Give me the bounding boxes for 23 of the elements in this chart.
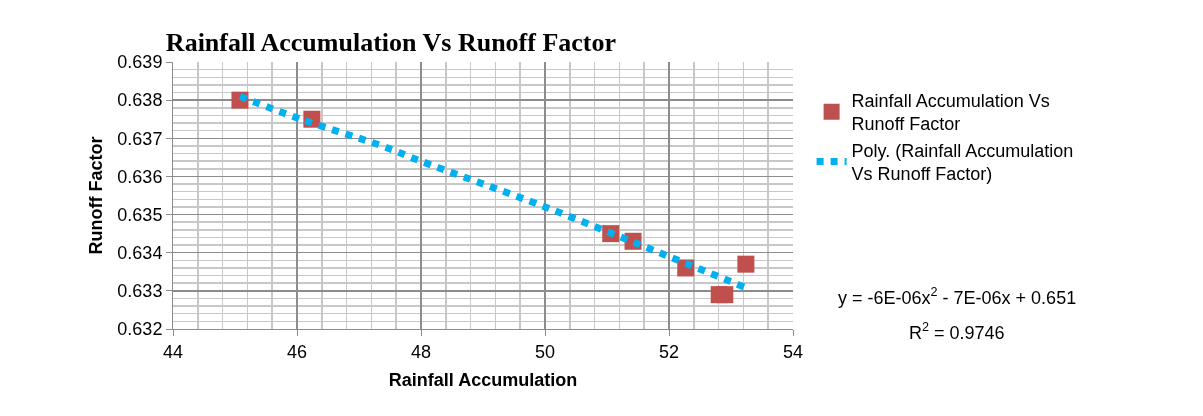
y-tick-label: 0.639	[117, 52, 163, 73]
x-tick-label: 44	[162, 341, 184, 362]
y-axis-title: Runoff Factor	[85, 136, 106, 255]
x-tick-label: 48	[410, 341, 432, 362]
chart-title: Rainfall Accumulation Vs Runoff Factor	[165, 28, 617, 58]
x-tick-label: 52	[658, 341, 680, 362]
legend-label: Rainfall Accumulation Vs Runoff Factor	[851, 90, 1050, 135]
y-tick-label: 0.636	[117, 166, 163, 187]
text: R$^{2}$ = 0.9746	[909, 320, 1005, 343]
y-tick-label: 0.637	[117, 128, 163, 149]
text: y = -6E-06x$^{2}$ - 7E-06x + 0.651	[838, 285, 1077, 308]
x-tick-label: 54	[782, 341, 804, 362]
point	[737, 255, 755, 273]
x-tick-label: 46	[286, 341, 308, 362]
legend-label: Poly. (Rainfall Accumulation Vs Runoff Factor)	[851, 140, 1074, 185]
x-axis-title: Rainfall Accumulation	[388, 369, 578, 390]
y-tick-label: 0.633	[117, 281, 163, 302]
y-tick-label: 0.638	[117, 90, 163, 111]
point	[716, 286, 734, 304]
y-tick-label: 0.635	[117, 204, 163, 225]
y-tick-label: 0.634	[117, 243, 163, 264]
x-tick-label: 50	[534, 341, 556, 362]
y-tick-label: 0.632	[117, 319, 163, 340]
